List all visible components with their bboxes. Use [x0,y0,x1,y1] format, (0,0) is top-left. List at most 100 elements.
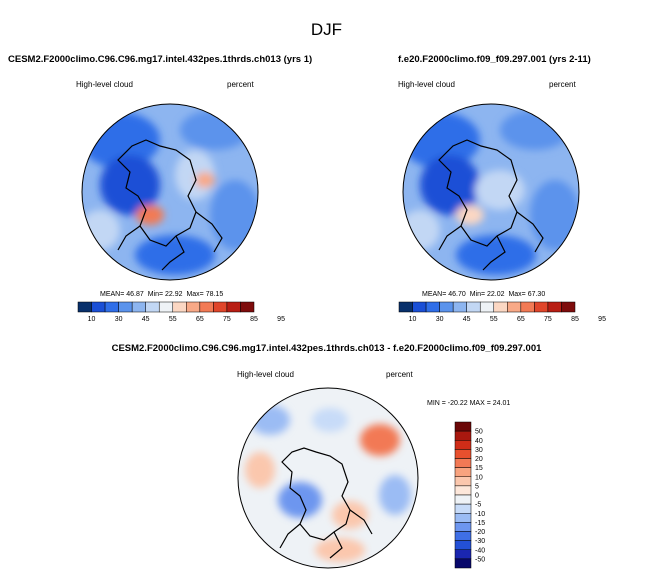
panel-1-colorbar-swatch [145,301,160,313]
difference-colorbar-tick-label: -30 [475,538,485,545]
panel-2-colorbar-tick-label: 95 [598,316,606,323]
difference-colorbar-tick-label: -20 [475,529,485,536]
panel-1-colorbar-tick-label: 30 [115,316,123,323]
difference-colorbar-swatch [454,522,472,532]
panel-1-colorbar-tick-label: 45 [142,316,150,323]
difference-colorbar-tick-label: -15 [475,520,485,527]
panel-1-colorbar-swatch [158,301,174,313]
difference-colorbar-tick-label: -40 [475,547,485,554]
difference-colorbar-swatch [454,476,472,487]
panel-1-colorbar-swatch [213,301,228,313]
panel-1-variable-label: High-level cloud [76,80,133,89]
coastlines [438,139,544,271]
mean-label: MEAN= [100,291,125,298]
panel-1-colorbar-swatch [118,301,133,313]
difference-minmax: MIN = -20.22 MAX = 24.01 [427,400,511,407]
mean-value: 46.70 [448,291,466,298]
map-border [237,387,419,569]
map-border [402,103,580,281]
panel-2-case-title: f.e20.F2000climo.f09_f09.297.001 (yrs 2-… [398,54,591,65]
panel-2-colorbar-swatch [493,301,508,313]
panel-2-colorbar-swatch [534,301,549,313]
difference-colorbar-swatch [454,440,472,450]
panel-1-units-label: percent [227,80,254,89]
coastlines [279,447,373,559]
panel-1-colorbar-tick-label: 10 [88,316,96,323]
panel-2-stats: MEAN= 46.70 Min= 22.02 Max= 67.30 [422,291,545,298]
difference-colorbar-swatch [454,430,472,441]
panel-2-colorbar-tick-label: 30 [436,316,444,323]
panel-2-colorbar-swatch [398,301,413,313]
panel-1-colorbar-tick-label: 95 [277,316,285,323]
panel-2-colorbar-swatch [520,301,535,313]
difference-variable-label: High-level cloud [237,370,294,379]
panel-1-colorbar-swatch [186,301,201,313]
panel-1-colorbar-swatch [172,301,187,313]
max-value: 67.30 [527,291,546,298]
difference-colorbar-tick-label: -50 [475,556,485,563]
panel-2-colorbar-tick-label: 10 [409,316,417,323]
difference-colorbar-tick-label: 5 [475,483,479,490]
panel-1-case-title: CESM2.F2000climo.C96.C96.mg17.intel.432p… [8,54,313,65]
difference-colorbar-swatch [454,503,472,514]
difference-colorbar-tick-label: -10 [475,511,485,518]
panel-1-colorbar-tick-label: 65 [196,316,204,323]
difference-colorbar-swatch [454,421,472,432]
map-border [81,103,259,281]
panel-1-colorbar-swatch [199,301,214,313]
difference-colorbar-tick-label: 10 [475,474,483,481]
panel-1-colorbar-tick-label: 55 [169,316,177,323]
panel-2-colorbar-swatch [561,301,576,313]
panel-2-map [402,103,580,281]
max-label: Max= [508,291,526,298]
panel-1-map [81,103,259,281]
min-label: Min= [147,291,164,298]
difference-colorbar-tick-label: 20 [475,456,483,463]
difference-colorbar-swatch [454,467,472,477]
difference-colorbar-tick-label: 40 [475,438,483,445]
panel-2-colorbar-swatch [479,301,495,313]
difference-colorbar-swatch [454,449,472,459]
difference-colorbar-swatch [454,494,472,505]
panel-2-colorbar-tick-label: 45 [463,316,471,323]
panel-2-colorbar-swatch [425,301,440,313]
panel-2-colorbar-swatch [439,301,454,313]
panel-2-colorbar-swatch [547,301,562,313]
max-value: 78.15 [205,291,224,298]
coastlines [117,139,223,271]
panel-2-variable-label: High-level cloud [398,80,455,89]
min-label: Min= [469,291,486,298]
panel-2-colorbar-tick-label: 65 [517,316,525,323]
difference-colorbar-swatch [454,513,472,523]
difference-colorbar-swatch [454,531,472,541]
min-value: 22.92 [165,291,183,298]
panel-2-colorbar-tick-label: 55 [490,316,498,323]
page-title: DJF [310,20,343,39]
difference-colorbar-tick-label: 15 [475,465,483,472]
difference-colorbar-swatch [454,485,472,496]
panel-1-colorbar-tick-label: 85 [250,316,258,323]
panel-2-colorbar-swatch [507,301,522,313]
difference-colorbar-tick-label: 0 [475,493,479,500]
min-value: 22.02 [487,291,505,298]
panel-1-colorbar-swatch [131,301,146,313]
difference-colorbar-swatch [454,558,472,569]
panel-1-colorbar-swatch [104,301,119,313]
difference-title: CESM2.F2000climo.C96.C96.mg17.intel.432p… [111,343,542,354]
panel-1-colorbar-swatch [91,301,106,313]
difference-colorbar-swatch [454,458,472,468]
difference-colorbar-swatch [454,549,472,560]
panel-1-colorbar-swatch [240,301,255,313]
panel-2-colorbar-swatch [452,301,467,313]
difference-units-label: percent [386,370,413,379]
panel-1-colorbar-tick-label: 75 [223,316,231,323]
panel-2-colorbar-tick-label: 75 [544,316,552,323]
panel-2-colorbar-swatch [466,301,481,313]
difference-colorbar-tick-label: -5 [475,502,481,509]
panel-1-colorbar: 10 30 45 55 65 75 85 95 [77,301,285,323]
panel-1-stats: MEAN= 46.87 Min= 22.92 Max= 78.15 [100,291,223,298]
max-label: Max= [186,291,204,298]
panel-1-colorbar-swatch [77,301,92,313]
